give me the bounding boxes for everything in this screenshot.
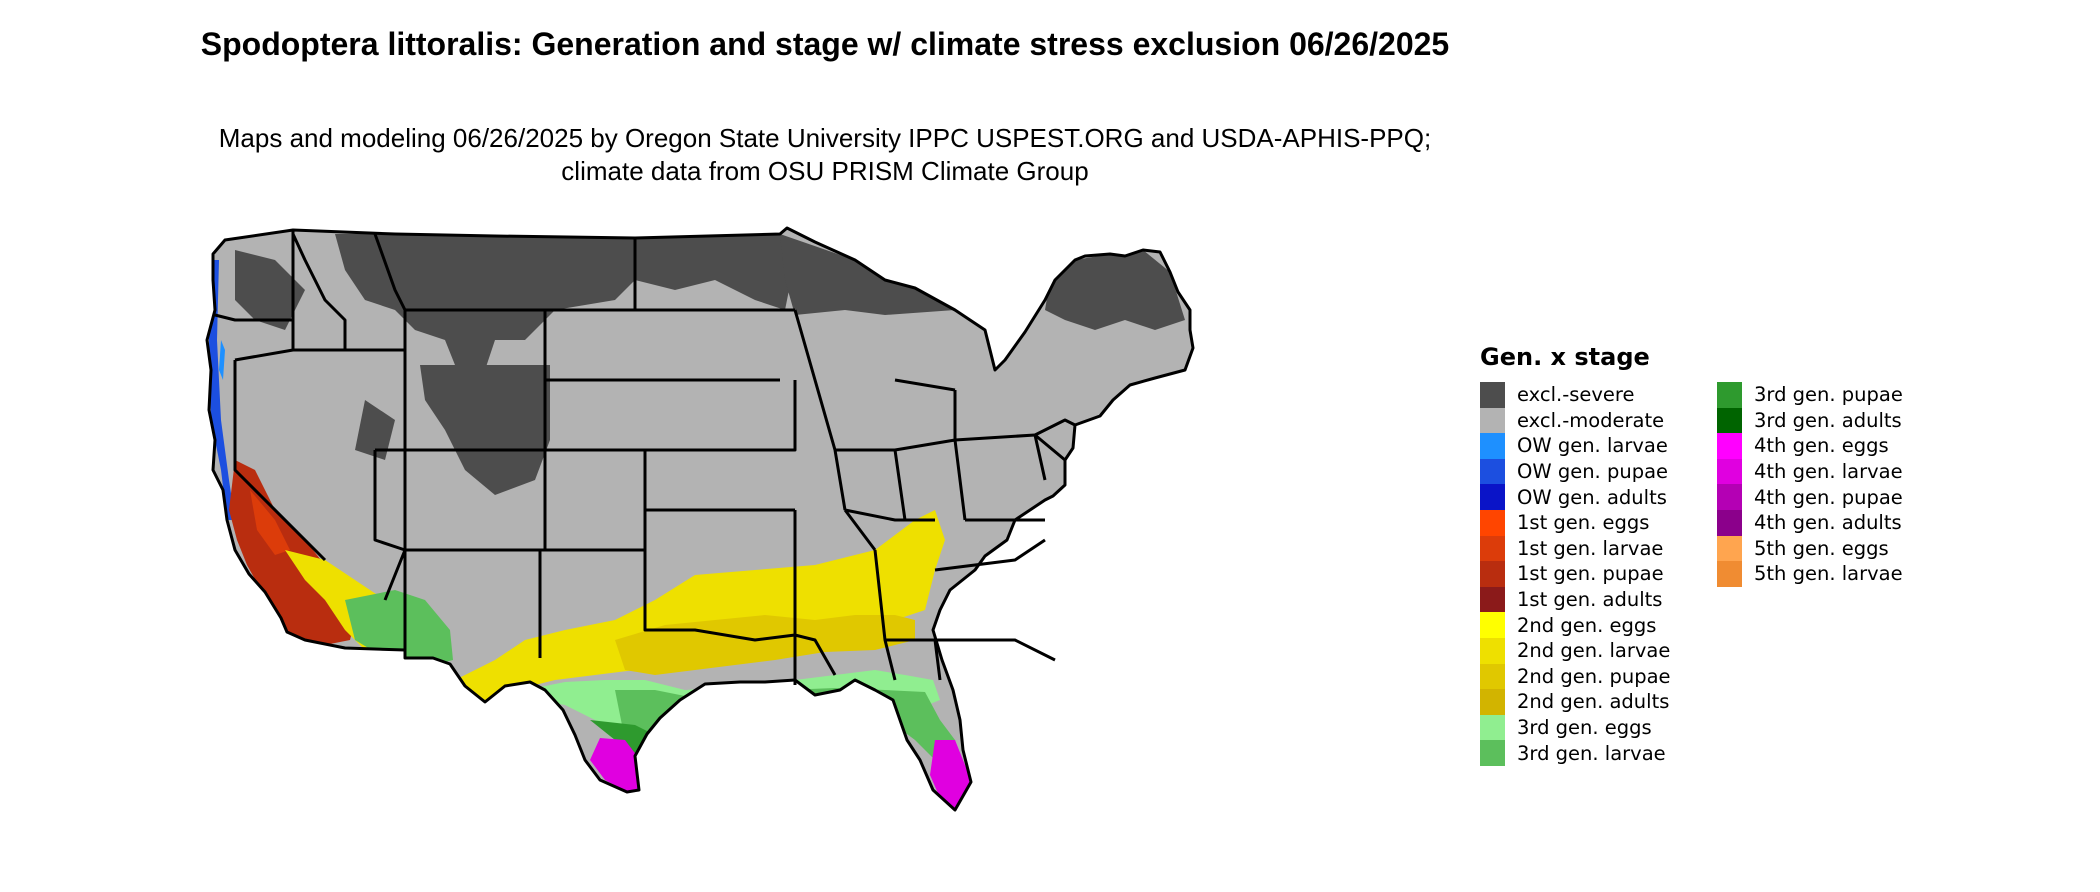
legend-label: 1st gen. pupae	[1517, 562, 1664, 586]
legend-swatch	[1480, 637, 1505, 664]
legend-item: 1st gen. adults	[1480, 586, 1697, 613]
legend-label: 3rd gen. pupae	[1754, 383, 1903, 407]
legend-item: 4th gen. larvae	[1717, 458, 1934, 485]
legend-item: OW gen. larvae	[1480, 433, 1697, 459]
legend-column-2: 3rd gen. pupae 3rd gen. adults 4th gen. eg…	[1717, 382, 1934, 766]
legend-item: 2nd gen. pupae	[1480, 663, 1697, 690]
legend-label: OW gen. pupae	[1517, 460, 1669, 484]
legend-swatch	[1480, 509, 1505, 536]
legend-swatch	[1480, 535, 1505, 562]
legend-label: 5th gen. larvae	[1754, 562, 1903, 586]
legend-swatch	[1480, 689, 1505, 715]
map-title: Spodoptera littoralis: Generation and st…	[200, 26, 1450, 62]
legend-label: 1st gen. eggs	[1517, 511, 1650, 535]
legend-label: OW gen. larvae	[1517, 434, 1668, 458]
legend-item: 3rd gen. pupae	[1717, 382, 1934, 408]
legend-label: excl.-moderate	[1517, 408, 1665, 432]
legend-item: 1st gen. larvae	[1480, 535, 1697, 562]
legend-swatch	[1480, 433, 1505, 459]
us-map	[205, 226, 1195, 812]
legend-swatch	[1480, 740, 1505, 766]
legend-swatch	[1480, 382, 1505, 408]
legend-item: 2nd gen. eggs	[1480, 612, 1697, 638]
legend-swatch	[1480, 561, 1505, 587]
legend-label: OW gen. adults	[1517, 485, 1667, 509]
legend-swatch	[1717, 382, 1742, 408]
legend-swatch	[1717, 458, 1742, 485]
legend-item: 1st gen. pupae	[1480, 561, 1697, 587]
legend-columns: excl.-severe excl.-moderate OW gen. larvae…	[1480, 382, 1934, 766]
legend-label: 5th gen. eggs	[1754, 536, 1889, 560]
legend-label: excl.-severe	[1517, 383, 1635, 407]
legend-column-1: excl.-severe excl.-moderate OW gen. larvae…	[1480, 382, 1697, 766]
legend-item: 3rd gen. larvae	[1480, 740, 1697, 766]
legend-swatch	[1717, 535, 1742, 562]
legend-item: 2nd gen. larvae	[1480, 637, 1697, 664]
legend-title: Gen. x stage	[1480, 343, 1650, 371]
legend-swatch	[1480, 586, 1505, 613]
legend-item: excl.-moderate	[1480, 407, 1697, 434]
legend-swatch	[1480, 458, 1505, 485]
legend-item: OW gen. pupae	[1480, 458, 1697, 485]
legend-swatch	[1717, 433, 1742, 459]
legend-item: 5th gen. larvae	[1717, 561, 1934, 587]
legend-item: 3rd gen. adults	[1717, 407, 1934, 434]
legend-item: 4th gen. adults	[1717, 509, 1934, 536]
legend-label: 3rd gen. eggs	[1517, 716, 1652, 740]
legend-item: 4th gen. pupae	[1717, 484, 1934, 510]
legend-label: 2nd gen. pupae	[1517, 664, 1671, 688]
legend-item: excl.-severe	[1480, 382, 1697, 408]
legend-label: 2nd gen. larvae	[1517, 639, 1671, 663]
legend-label: 4th gen. adults	[1754, 511, 1902, 535]
map-subtitle: Maps and modeling 06/26/2025 by Oregon S…	[218, 123, 1432, 186]
legend-label: 4th gen. pupae	[1754, 485, 1903, 509]
legend-swatch	[1717, 484, 1742, 510]
legend-label: 4th gen. eggs	[1754, 434, 1889, 458]
legend-swatch	[1480, 663, 1505, 690]
legend-item: 3rd gen. eggs	[1480, 714, 1697, 741]
legend-label: 1st gen. larvae	[1517, 536, 1664, 560]
legend-label: 3rd gen. larvae	[1517, 741, 1666, 765]
legend-swatch	[1480, 484, 1505, 510]
legend-item: 5th gen. eggs	[1717, 535, 1934, 562]
legend-swatch	[1717, 407, 1742, 434]
legend-swatch	[1717, 509, 1742, 536]
legend-item: 1st gen. eggs	[1480, 509, 1697, 536]
state-borders	[205, 226, 1195, 812]
legend-item: 2nd gen. adults	[1480, 689, 1697, 715]
legend-swatch	[1717, 561, 1742, 587]
legend-item: OW gen. adults	[1480, 484, 1697, 510]
legend-label: 2nd gen. eggs	[1517, 613, 1657, 637]
legend-label: 4th gen. larvae	[1754, 460, 1903, 484]
legend-label: 3rd gen. adults	[1754, 408, 1902, 432]
legend-swatch	[1480, 612, 1505, 638]
legend-label: 1st gen. adults	[1517, 588, 1663, 612]
legend: Gen. x stage excl.-severe excl.-moderate O…	[1480, 342, 2080, 782]
legend-swatch	[1480, 714, 1505, 741]
legend-item: 4th gen. eggs	[1717, 433, 1934, 459]
map-fill	[207, 228, 1193, 810]
legend-swatch	[1480, 407, 1505, 434]
legend-label: 2nd gen. adults	[1517, 690, 1670, 714]
